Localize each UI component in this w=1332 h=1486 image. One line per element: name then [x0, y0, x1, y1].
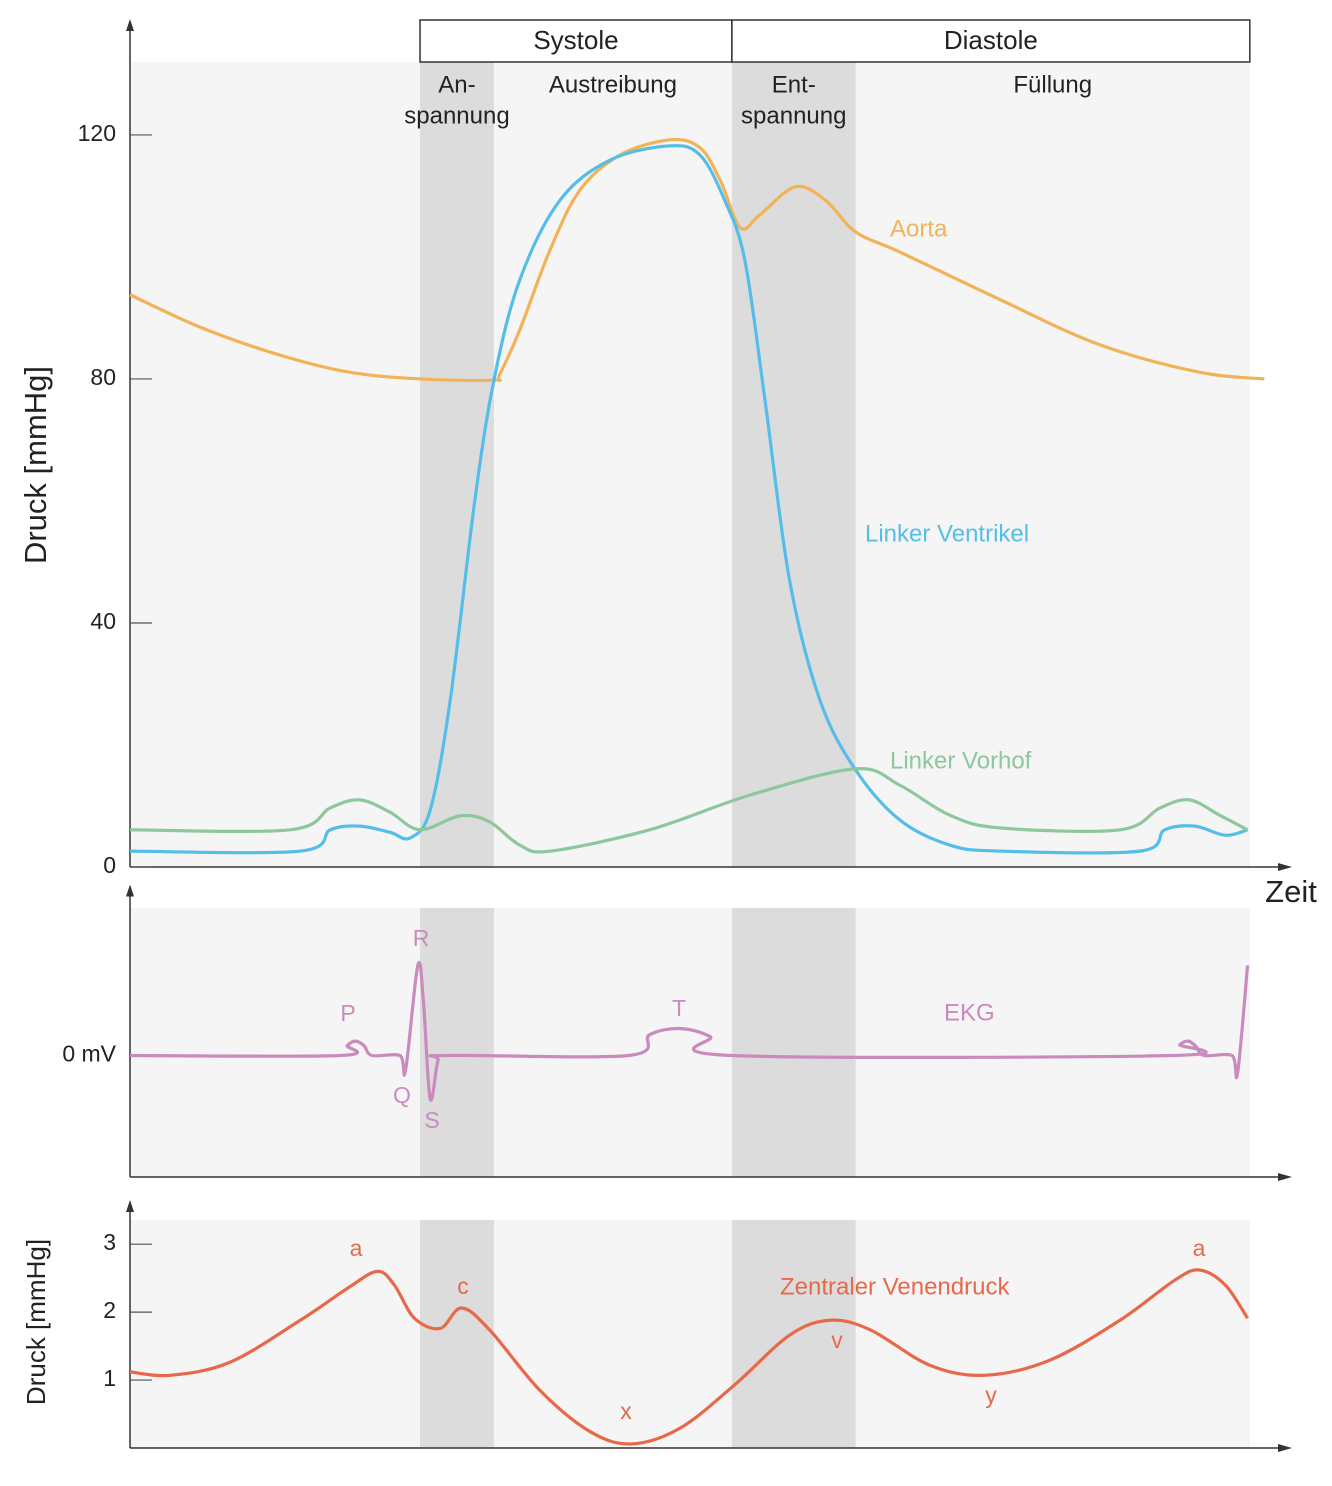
y-tick-label: 40 [90, 608, 116, 634]
plot-background [130, 908, 1250, 1177]
phase-label: Ent- [772, 71, 816, 98]
y-axis-label: Druck [mmHg] [21, 1239, 51, 1405]
wave-label: c [457, 1273, 469, 1299]
wave-label: Q [393, 1082, 411, 1108]
phase-label: spannung [404, 102, 509, 129]
wave-label: R [413, 925, 430, 951]
y-tick-label: 120 [78, 120, 116, 146]
y-axis-arrow [126, 1200, 134, 1212]
series-line [129, 767, 1249, 854]
phase-shade [731, 908, 856, 1177]
y-axis-arrow [126, 884, 134, 897]
period-label: Diastole [944, 25, 1038, 55]
series-line [129, 144, 1249, 855]
phase-shade [420, 62, 494, 867]
x-axis-arrow [1278, 1173, 1292, 1181]
series-label: Linker Ventrikel [865, 520, 1029, 547]
wave-label: P [340, 1000, 355, 1026]
wave-label: T [672, 995, 686, 1021]
x-axis-arrow [1278, 863, 1292, 871]
y-tick-label: 3 [103, 1229, 116, 1255]
phase-label: Austreibung [549, 71, 677, 98]
wave-label: S [424, 1107, 439, 1133]
y-tick-label: 0 mV [62, 1041, 116, 1067]
phase-label: spannung [741, 102, 846, 129]
y-axis-label: Druck [mmHg] [18, 366, 53, 564]
plot-background [130, 1220, 1250, 1448]
x-axis-arrow [1278, 1444, 1292, 1452]
series-label: Aorta [890, 215, 948, 242]
series-line [129, 961, 1250, 1102]
phase-label: Füllung [1013, 71, 1092, 98]
wave-label: a [1193, 1235, 1206, 1261]
wave-label: y [985, 1382, 997, 1408]
phase-shade [420, 908, 494, 1177]
period-box [731, 19, 1251, 63]
period-label: Systole [533, 25, 618, 55]
y-tick-label: 0 [103, 852, 116, 878]
y-tick-label: 80 [90, 364, 116, 390]
phase-shade [420, 1220, 494, 1448]
period-box [419, 19, 733, 63]
series-line [129, 1268, 1249, 1446]
series-label: Linker Vorhof [890, 747, 1032, 774]
x-axis-label: Zeit [1265, 874, 1317, 909]
series-label: Zentraler Venendruck [780, 1273, 1010, 1300]
wave-label: x [620, 1398, 632, 1424]
phase-label: An- [438, 71, 475, 98]
wave-label: a [350, 1235, 363, 1261]
y-tick-label: 1 [103, 1365, 116, 1391]
series-line [129, 137, 1265, 383]
y-tick-label: 2 [103, 1297, 116, 1323]
series-label: EKG [944, 999, 995, 1026]
phase-shade [731, 62, 856, 867]
y-axis-arrow [126, 19, 134, 31]
wave-label: v [831, 1327, 843, 1353]
plot-background [130, 62, 1250, 867]
